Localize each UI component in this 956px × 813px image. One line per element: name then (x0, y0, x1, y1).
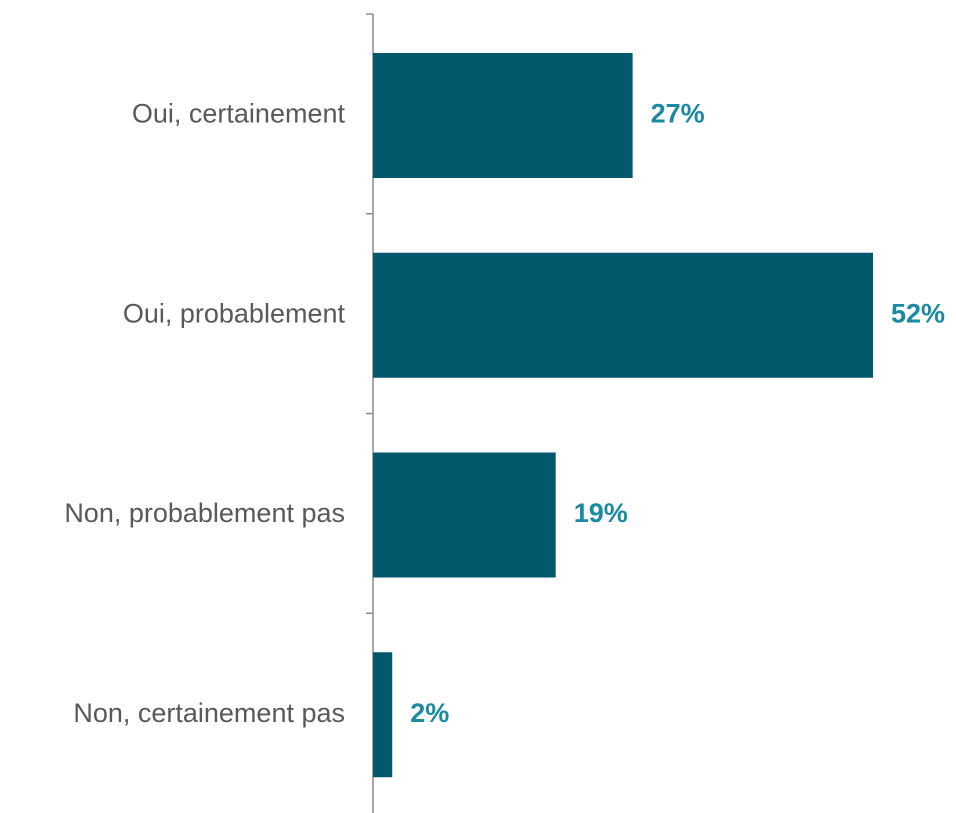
value-label: 52% (891, 298, 945, 328)
value-label: 19% (574, 498, 628, 528)
category-label: Oui, probablement (123, 298, 346, 328)
bars (373, 53, 873, 778)
bar (373, 652, 393, 778)
bar (373, 53, 633, 178)
labels: Oui, certainement 27% Oui, probablement 52%… (64, 99, 945, 728)
category-label: Oui, certainement (132, 99, 346, 129)
category-label: Non, certainement pas (73, 698, 345, 728)
category-axis (366, 13, 374, 813)
value-label: 2% (410, 698, 449, 728)
bar (373, 252, 873, 378)
bar (373, 452, 556, 578)
category-label: Non, probablement pas (64, 498, 345, 528)
value-label: 27% (651, 99, 705, 129)
